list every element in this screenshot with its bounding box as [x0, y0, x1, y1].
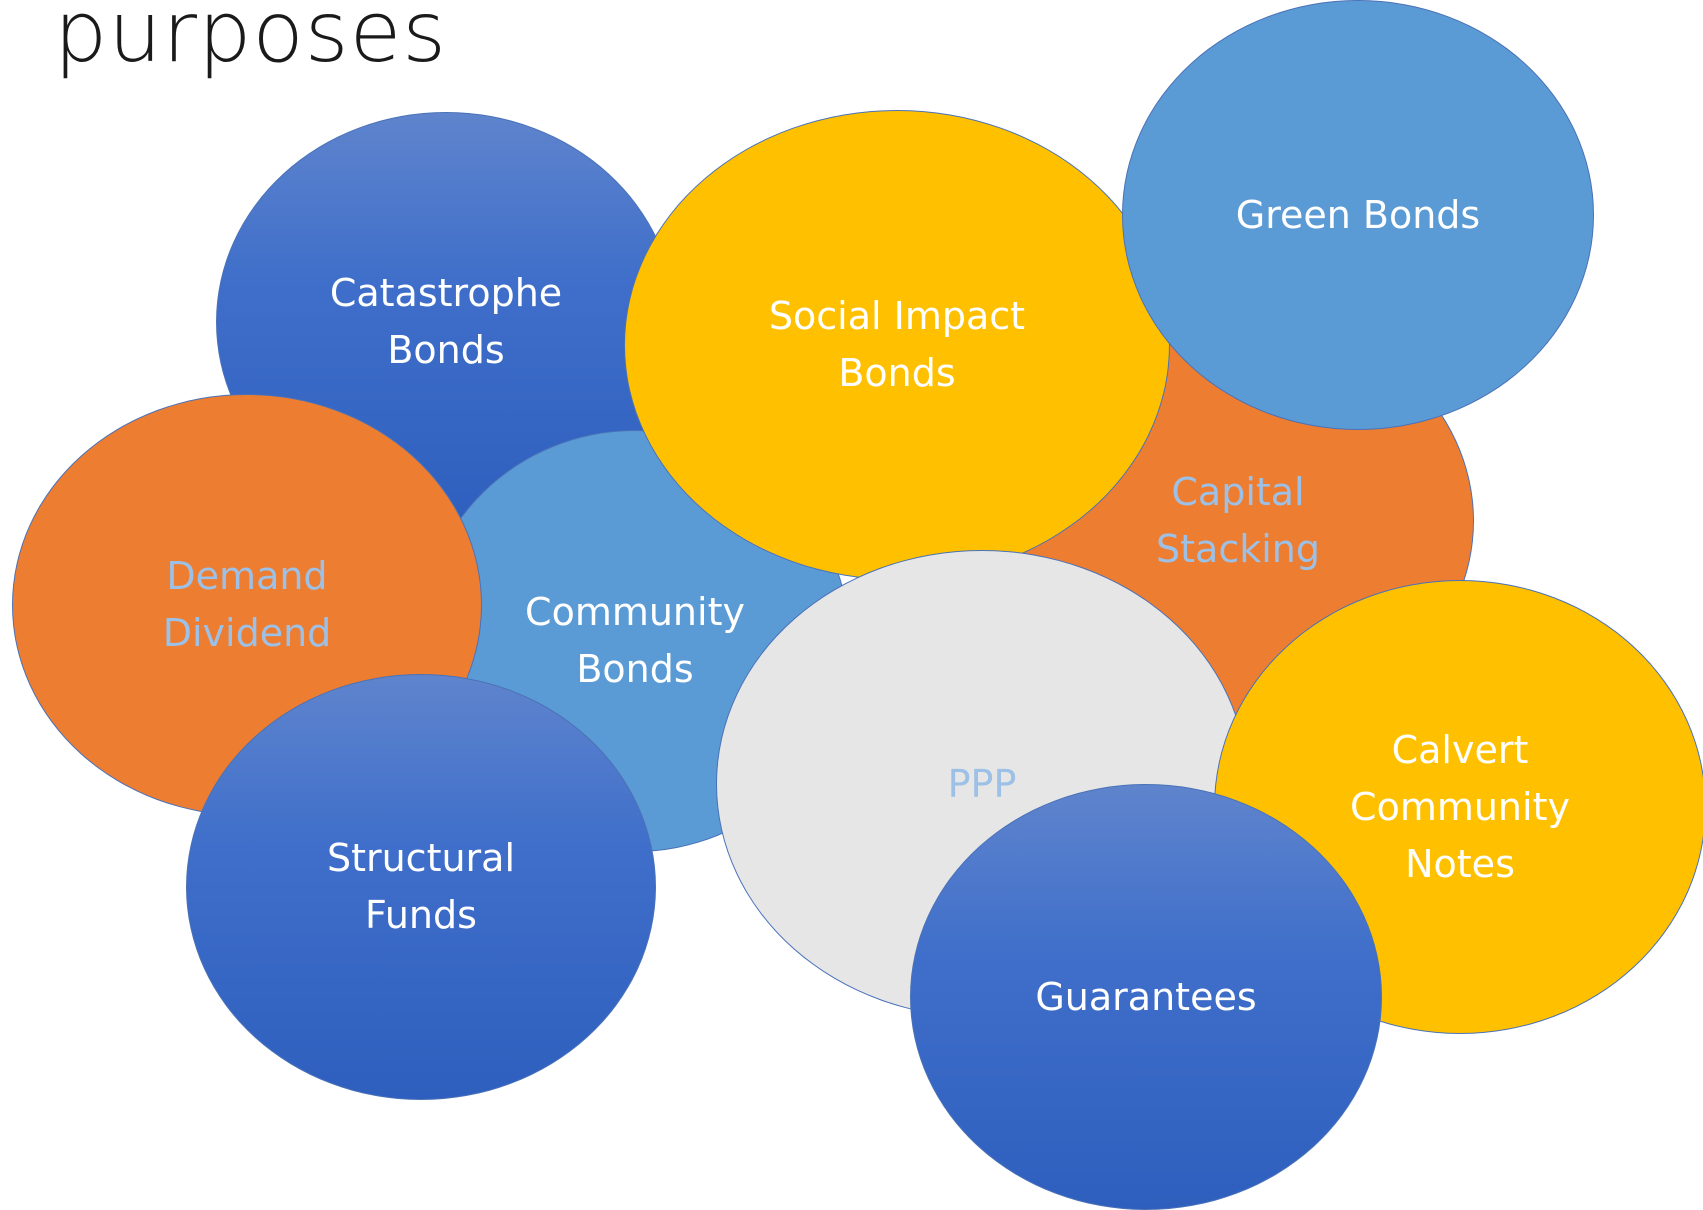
structural-funds-label: Structural Funds	[326, 836, 516, 937]
guarantees-label: Guarantees	[1035, 974, 1257, 1019]
catastrophe-bonds-label: Catastrophe Bonds	[329, 271, 563, 372]
green-bonds-bubble: Green Bonds	[1122, 0, 1594, 430]
ppp-label: PPP	[947, 761, 1017, 806]
community-bonds-label: Community Bonds	[525, 590, 745, 691]
social-impact-bonds-bubble: Social Impact Bonds	[624, 110, 1170, 580]
green-bonds-label: Green Bonds	[1235, 192, 1481, 237]
demand-dividend-label: Demand Dividend	[162, 554, 332, 655]
capital-stacking-label: Capital Stacking	[1156, 470, 1320, 571]
guarantees-bubble: Guarantees	[910, 784, 1382, 1210]
page-title: purposes	[54, 0, 448, 81]
structural-funds-bubble: Structural Funds	[186, 674, 656, 1100]
social-impact-bonds-label: Social Impact Bonds	[768, 294, 1026, 395]
calvert-community-notes-label: Calvert Community Notes	[1350, 727, 1570, 886]
